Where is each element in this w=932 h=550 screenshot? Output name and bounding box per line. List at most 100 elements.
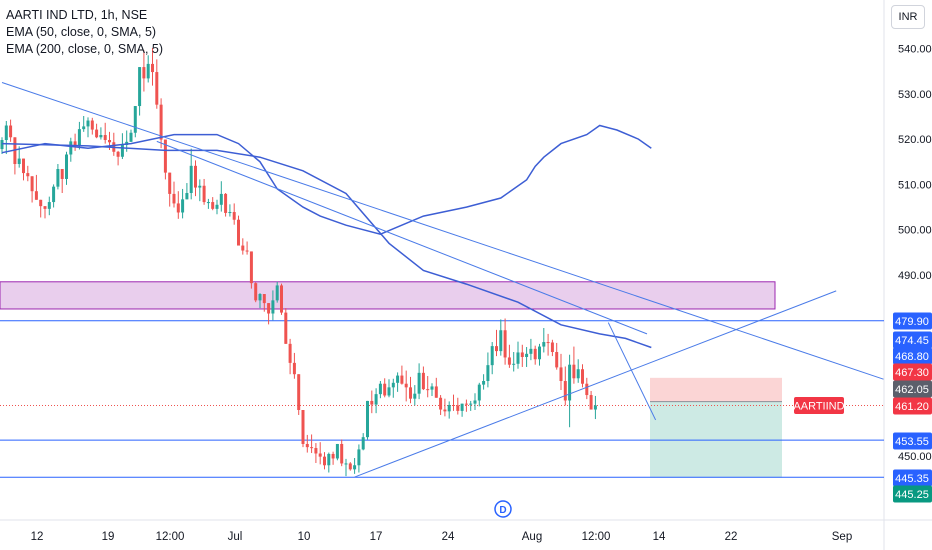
candle-body xyxy=(202,185,206,203)
price-label-bg xyxy=(893,432,932,450)
candle-body xyxy=(103,135,107,141)
candle-body xyxy=(99,135,103,138)
candle-body xyxy=(452,405,455,407)
currency-button[interactable]: INR xyxy=(891,5,925,29)
price-axis[interactable]: 540.00 530.00 520.00 510.00 500.00 490.00 450.… xyxy=(898,44,932,464)
candle-body xyxy=(73,141,77,146)
candle-body xyxy=(82,126,86,130)
candle-body xyxy=(43,206,47,209)
candle-body xyxy=(340,443,344,464)
candle-body xyxy=(572,364,576,379)
x-tick-label: 22 xyxy=(725,531,738,543)
candle-body xyxy=(185,193,189,200)
y-tick-label: 500.00 xyxy=(898,225,932,237)
price-label-bg xyxy=(893,485,932,503)
price-label: 474.45 xyxy=(895,335,929,347)
legend-ema200[interactable]: EMA (200, close, 0, SMA, 5) xyxy=(6,42,164,56)
candle-body xyxy=(335,443,339,459)
candle-body xyxy=(9,125,13,138)
candle-body xyxy=(206,202,210,204)
resistance-zone[interactable] xyxy=(0,281,776,310)
candle-body xyxy=(215,204,219,209)
candle-body xyxy=(421,372,425,390)
candle-body xyxy=(473,400,477,404)
chart-legend: AARTI IND LTD, 1h, NSE EMA (50, close, 0… xyxy=(6,7,163,58)
x-tick-label: 19 xyxy=(102,531,115,543)
price-label: 445.35 xyxy=(895,473,929,485)
trend-line[interactable] xyxy=(607,322,657,421)
candle-body xyxy=(499,330,503,352)
candle-body xyxy=(585,383,589,396)
candle-body xyxy=(245,250,249,252)
candle-body xyxy=(589,395,593,410)
candle-body xyxy=(314,448,318,454)
stop-loss-box[interactable] xyxy=(650,377,782,402)
x-tick-label: 24 xyxy=(442,531,455,543)
y-tick-label: 520.00 xyxy=(898,134,932,146)
trendline-layer[interactable] xyxy=(1,82,884,478)
candle-body xyxy=(301,409,305,444)
candle-body xyxy=(146,63,150,79)
candle-body xyxy=(327,453,331,466)
candle-body xyxy=(288,343,292,363)
ema50-line[interactable] xyxy=(1,124,652,235)
trend-line[interactable] xyxy=(156,140,648,335)
candle-body xyxy=(413,393,417,399)
time-axis[interactable]: 12 19 12:00 Jul 10 17 24 Aug 12:00 14 22 Sep xyxy=(31,531,853,543)
candle-body xyxy=(568,364,572,401)
candle-body xyxy=(538,346,541,360)
candle-body xyxy=(90,120,94,130)
candle-body xyxy=(95,129,99,138)
candle-body xyxy=(39,199,43,207)
candle-body xyxy=(430,386,434,390)
candle-body xyxy=(318,453,322,457)
candle-body xyxy=(249,251,253,284)
candle-body xyxy=(456,405,460,411)
candle-body xyxy=(142,67,146,79)
candle-body xyxy=(559,367,563,382)
x-tick-label: 14 xyxy=(653,531,666,543)
candle-body xyxy=(378,383,382,395)
dividend-marker-circle xyxy=(494,500,512,518)
price-label-bg xyxy=(893,312,932,330)
candle-body xyxy=(417,372,421,394)
candle-body xyxy=(151,63,154,73)
candle-body xyxy=(546,342,550,344)
candle-body xyxy=(555,352,559,368)
ema-layer xyxy=(1,124,652,349)
candle-body xyxy=(241,245,245,251)
candle-body xyxy=(439,397,443,410)
legend-ema50[interactable]: EMA (50, close, 0, SMA, 5) xyxy=(6,25,157,39)
candle-body xyxy=(262,294,266,304)
candle-body xyxy=(353,465,357,470)
candle-body xyxy=(469,403,473,405)
y-tick-label: 450.00 xyxy=(898,451,932,463)
y-tick-label: 540.00 xyxy=(898,44,932,56)
dividend-marker-letter: D xyxy=(499,505,506,516)
candle-body xyxy=(404,383,408,388)
candle-body xyxy=(52,186,56,203)
x-tick-label: Sep xyxy=(832,531,852,543)
candle-body xyxy=(163,139,167,173)
candle-body xyxy=(237,219,240,246)
price-label: 479.90 xyxy=(895,316,929,328)
candle-body xyxy=(168,172,172,194)
dividend-marker[interactable]: D xyxy=(494,500,512,518)
trend-line[interactable] xyxy=(1,82,884,380)
candle-body xyxy=(69,141,73,155)
y-tick-label: 530.00 xyxy=(898,89,932,101)
candle-body xyxy=(211,202,215,209)
candle-body xyxy=(576,369,580,379)
candle-body xyxy=(0,140,4,150)
ema200-line[interactable] xyxy=(1,142,652,349)
legend-symbol-title[interactable]: AARTI IND LTD, 1h, NSE xyxy=(6,8,148,22)
candle-body xyxy=(284,312,288,344)
candle-body xyxy=(108,140,111,143)
candle-body xyxy=(133,106,137,133)
y-tick-label: 490.00 xyxy=(898,270,932,282)
candle-body xyxy=(529,348,533,354)
trend-line[interactable] xyxy=(354,290,837,478)
candle-body xyxy=(550,342,554,353)
zone-layer xyxy=(0,281,782,478)
